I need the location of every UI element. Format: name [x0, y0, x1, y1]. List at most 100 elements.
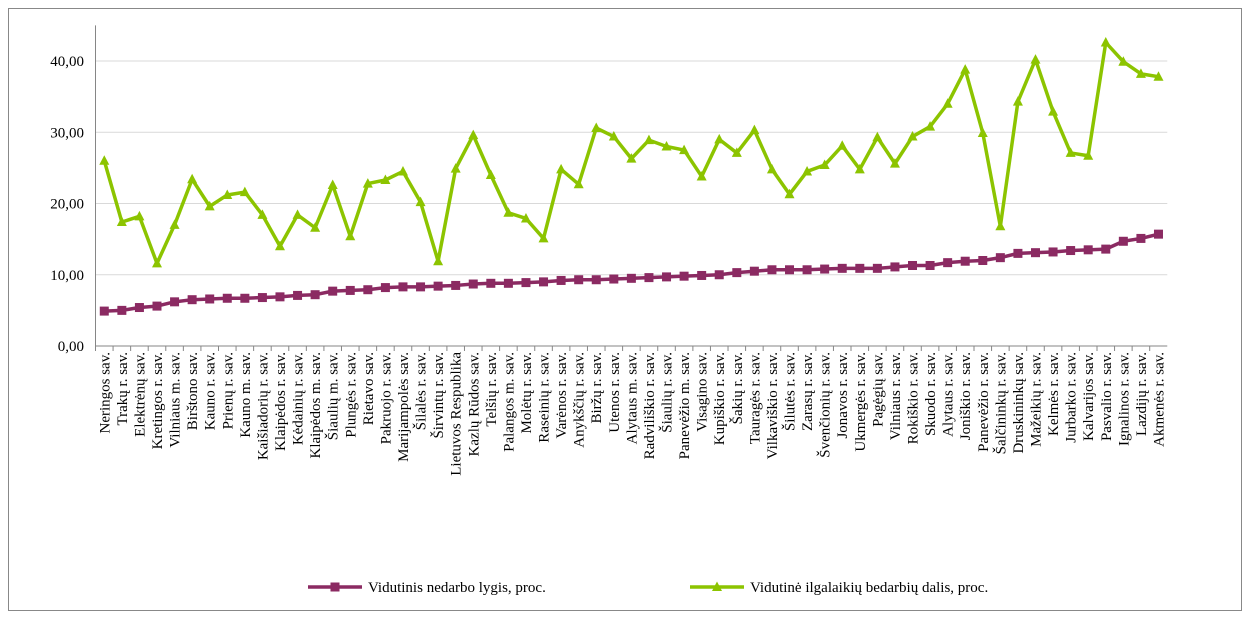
- x-tick-label: Tauragės r. sav.: [747, 352, 763, 444]
- data-point: [785, 265, 795, 275]
- data-point: [696, 170, 707, 181]
- data-point: [643, 134, 654, 145]
- data-point: [626, 273, 636, 283]
- data-point: [117, 305, 127, 315]
- data-point: [205, 294, 215, 304]
- data-point: [872, 263, 882, 273]
- x-tick-label: Vilniaus r. sav.: [888, 352, 904, 440]
- data-point: [397, 165, 408, 176]
- x-tick-label: Molėtų r. sav.: [519, 352, 535, 434]
- data-point: [749, 266, 759, 276]
- data-point: [1048, 106, 1059, 116]
- x-tick-label: Šilalės r. sav.: [413, 352, 430, 430]
- x-tick-label: Alytaus m. sav.: [624, 352, 640, 444]
- x-tick-label: Panevėžio r. sav.: [976, 352, 992, 452]
- data-point: [292, 209, 303, 219]
- data-point: [380, 174, 391, 185]
- data-point: [662, 272, 672, 282]
- data-point: [697, 270, 707, 280]
- data-point: [293, 290, 303, 300]
- data-point: [1100, 36, 1111, 47]
- data-point: [978, 256, 988, 266]
- data-point: [679, 144, 690, 155]
- chart-border: [8, 8, 1242, 611]
- data-point: [485, 169, 496, 180]
- data-point: [99, 306, 109, 316]
- x-tick-label: Utenos r. sav.: [607, 352, 623, 433]
- data-point: [820, 264, 830, 274]
- data-point: [889, 158, 900, 168]
- data-point: [1101, 244, 1111, 254]
- x-tick-label: Kaišiadorių r. sav.: [255, 352, 271, 460]
- data-point: [345, 230, 356, 241]
- x-tick-label: Plungės r. sav.: [343, 352, 359, 438]
- data-point: [1065, 147, 1076, 157]
- x-tick-label: Trakų r. sav.: [115, 352, 131, 425]
- data-point: [714, 133, 725, 144]
- y-tick-label: 0,00: [58, 339, 84, 355]
- data-point: [187, 295, 197, 305]
- x-tick-label: Neringos sav.: [97, 352, 113, 434]
- data-point: [767, 265, 777, 275]
- legend-marker: [712, 581, 722, 591]
- data-point: [591, 275, 601, 285]
- data-point: [363, 285, 373, 295]
- data-point: [310, 222, 321, 232]
- data-point: [1012, 96, 1023, 106]
- data-point: [925, 260, 935, 270]
- x-tick-label: Raseinių r. sav.: [537, 352, 553, 443]
- data-point: [239, 186, 250, 197]
- x-tick-label: Panevėžio m. sav.: [677, 352, 693, 459]
- data-point: [890, 262, 900, 272]
- data-point: [486, 278, 496, 288]
- data-point: [1083, 150, 1094, 160]
- data-point: [99, 155, 110, 165]
- legend-marker: [330, 582, 340, 592]
- x-tick-label: Alytaus r. sav.: [941, 352, 957, 437]
- x-tick-label: Varėnos r. sav.: [554, 352, 570, 439]
- x-tick-label: Vilkaviškio r. sav.: [765, 352, 781, 459]
- legend-label: Vidutinė ilgalaikių bedarbių dalis, proc…: [750, 580, 988, 596]
- data-point: [327, 179, 338, 189]
- data-point: [415, 196, 426, 207]
- x-tick-label: Akmenės r. sav.: [1151, 352, 1167, 447]
- data-point: [960, 256, 970, 266]
- data-point: [609, 274, 619, 284]
- x-tick-label: Kazlų Rūdos sav.: [466, 352, 482, 456]
- data-point: [328, 286, 338, 296]
- x-tick-label: Jonavos r. sav.: [835, 352, 851, 439]
- data-point: [345, 285, 355, 295]
- x-tick-label: Rokiškio r. sav.: [906, 352, 922, 444]
- data-point: [644, 273, 654, 283]
- data-point: [556, 163, 567, 174]
- x-tick-label: Visagino sav.: [695, 352, 711, 432]
- legend-label: Vidutinis nedarbo lygis, proc.: [368, 580, 546, 596]
- x-tick-label: Kauno m. sav.: [238, 352, 254, 438]
- x-tick-label: Palangos m. sav.: [501, 352, 517, 452]
- data-point: [116, 216, 127, 227]
- x-tick-label: Skuodo r. sav.: [923, 352, 939, 436]
- x-tick-label: Elektrėnų sav.: [132, 352, 148, 437]
- data-point: [591, 122, 602, 132]
- data-point: [1048, 247, 1058, 257]
- data-point: [626, 153, 637, 163]
- data-point: [784, 188, 795, 199]
- data-point: [837, 140, 848, 150]
- x-tick-label: Šiaulių r. sav.: [659, 352, 676, 433]
- data-point: [1118, 236, 1128, 246]
- data-point: [151, 257, 162, 268]
- data-point: [749, 124, 760, 135]
- data-point: [433, 281, 443, 291]
- data-point: [503, 207, 514, 217]
- data-point: [310, 290, 320, 300]
- data-point: [152, 301, 162, 311]
- x-tick-label: Ukmergės r. sav.: [853, 352, 869, 452]
- data-point: [1013, 248, 1023, 258]
- data-point: [960, 64, 971, 74]
- y-tick-label: 30,00: [50, 125, 84, 141]
- data-point: [942, 98, 953, 108]
- x-tick-label: Joniškio r. sav.: [958, 352, 974, 440]
- data-point: [539, 277, 549, 287]
- data-point: [240, 293, 250, 303]
- data-point: [468, 279, 478, 289]
